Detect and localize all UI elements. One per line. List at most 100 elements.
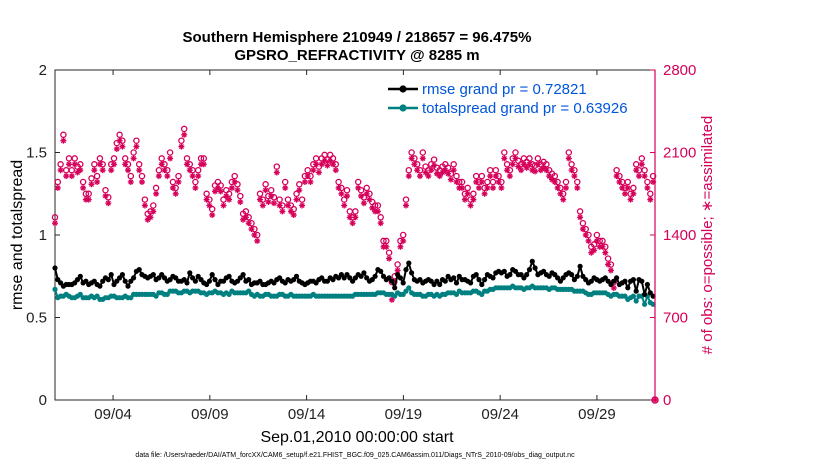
obs-possible-point <box>88 175 95 182</box>
obs-assimilated-point <box>636 173 642 180</box>
obs-possible-point <box>405 166 413 174</box>
rmse-point <box>451 275 457 281</box>
totalspread-point <box>633 298 639 304</box>
rmse-point <box>622 278 628 284</box>
obs-assimilated-point <box>476 184 482 191</box>
rmse-point <box>97 283 103 289</box>
obs-possible-point <box>492 166 500 174</box>
rmse-point <box>206 278 212 284</box>
x-tick-label: 09/19 <box>385 406 423 423</box>
obs-assimilated-point <box>431 162 438 169</box>
obs-assimilated-point <box>638 161 645 168</box>
obs-assimilated-point <box>307 179 314 185</box>
obs-assimilated-point <box>453 179 460 185</box>
rmse-point <box>52 265 58 271</box>
obs-possible-point <box>116 131 123 139</box>
obs-possible-point <box>419 149 427 156</box>
obs-possible-point <box>242 208 250 215</box>
rmse-layer <box>52 258 656 299</box>
legend-spread-marker <box>399 104 407 112</box>
obs-assimilated-point <box>175 179 182 185</box>
obs-possible-point <box>377 214 384 221</box>
obs-assimilated-point <box>153 190 160 197</box>
legend: rmse grand pr = 0.72821 totalspread gran… <box>388 81 628 117</box>
rmse-point <box>507 272 513 278</box>
obs-assimilated-point <box>386 255 393 262</box>
legend-rmse-marker <box>399 85 407 93</box>
obs-possible-point <box>138 172 146 180</box>
obs-assimilated-point <box>419 155 426 162</box>
obs-assimilated-point <box>478 179 485 185</box>
obs-possible-point <box>335 178 342 186</box>
obs-assimilated-point <box>624 184 631 191</box>
obs-assimilated-point <box>568 167 575 174</box>
obs-possible-point <box>194 166 202 174</box>
obs-assimilated-point <box>461 196 468 203</box>
obs-possible-point <box>231 172 238 180</box>
rmse-point <box>378 268 384 274</box>
obs-assimilated-point <box>161 167 168 174</box>
obs-possible-point <box>200 155 208 162</box>
obs-assimilated-point <box>54 184 61 191</box>
obs-possible-point <box>641 166 648 174</box>
obs-assimilated-point <box>77 167 84 174</box>
obs-possible-point <box>579 219 587 227</box>
obs-possible-point <box>340 196 348 203</box>
obs-assimilated-point <box>619 184 626 191</box>
rmse-point <box>642 291 648 297</box>
obs-assimilated-point <box>627 196 634 203</box>
obs-possible-point <box>399 231 407 239</box>
rmse-point <box>490 275 496 281</box>
obs-assimilated-point <box>200 161 207 168</box>
obs-assimilated-point <box>481 190 488 197</box>
obs-assimilated-point <box>602 249 609 256</box>
obs-assimilated-point <box>377 220 384 227</box>
obs-assimilated-point <box>613 173 620 180</box>
obs-assimilated-point <box>374 208 381 215</box>
obs-assimilated-point <box>122 161 129 168</box>
obs-assimilated-point <box>285 202 291 209</box>
obs-assimilated-point <box>425 173 432 180</box>
obs-assimilated-point <box>341 202 348 209</box>
obs-possible-point <box>158 155 165 162</box>
obs-assimilated-point <box>388 296 395 303</box>
rmse-point <box>226 273 232 279</box>
rmse-point <box>476 277 482 283</box>
obs-assimilated-point <box>363 190 370 197</box>
obs-assimilated-point <box>447 176 454 183</box>
obs-assimilated-point <box>504 167 511 174</box>
rmse-point <box>529 258 535 264</box>
obs-assimilated-point <box>245 220 252 227</box>
obs-assimilated-point <box>60 137 67 144</box>
obs-assimilated-point <box>473 179 480 185</box>
obs-assimilated-point <box>192 184 199 191</box>
obs-assimilated-point <box>195 173 202 180</box>
obs-assimilated-point <box>616 179 623 185</box>
obs-layer <box>51 125 659 404</box>
obs-assimilated-point <box>554 184 561 191</box>
rmse-point <box>630 277 637 283</box>
obs-assimilated-point <box>116 137 123 144</box>
rmse-point <box>212 277 218 283</box>
obs-assimilated-point <box>186 167 193 174</box>
obs-assimilated-point <box>405 173 412 180</box>
obs-assimilated-point <box>223 193 230 200</box>
obs-possible-point <box>534 155 542 162</box>
obs-assimilated-point <box>150 208 157 215</box>
obs-assimilated-point <box>622 190 628 197</box>
obs-assimilated-point <box>259 202 266 209</box>
obs-assimilated-point <box>512 155 519 162</box>
obs-assimilated-point <box>484 184 491 191</box>
obs-assimilated-point <box>459 184 466 191</box>
obs-assimilated-point <box>217 188 224 195</box>
obs-possible-point <box>208 205 216 213</box>
obs-assimilated-point <box>68 173 75 180</box>
rmse-point <box>122 278 128 284</box>
obs-assimilated-point <box>91 167 98 174</box>
obs-possible-point <box>590 241 598 248</box>
obs-assimilated-point <box>349 220 356 227</box>
chart-subtitle: GPSRO_REFRACTIVITY @ 8285 m <box>234 47 479 64</box>
rmse-point <box>574 273 580 279</box>
obs-assimilated-point <box>111 161 117 168</box>
obs-assimilated-point <box>310 167 317 174</box>
